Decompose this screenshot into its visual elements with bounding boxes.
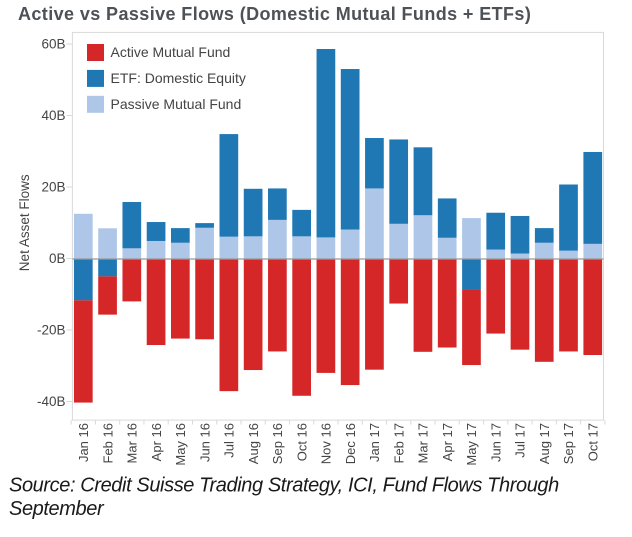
svg-text:Sep 17: Sep 17 (561, 423, 576, 464)
svg-text:May 16: May 16 (173, 423, 188, 466)
svg-text:Jun 17: Jun 17 (488, 423, 503, 462)
svg-text:Nov 16: Nov 16 (319, 423, 334, 464)
svg-text:Apr 16: Apr 16 (149, 423, 164, 461)
svg-text:Oct 16: Oct 16 (294, 423, 309, 461)
svg-text:Apr 17: Apr 17 (440, 423, 455, 461)
svg-text:Active vs Passive Flows (Domes: Active vs Passive Flows (Domestic Mutual… (18, 4, 531, 24)
svg-text:Jan 17: Jan 17 (367, 423, 382, 462)
svg-text:ETF: Domestic Equity: ETF: Domestic Equity (111, 70, 246, 86)
svg-text:Feb 17: Feb 17 (391, 423, 406, 463)
svg-text:Feb 16: Feb 16 (100, 423, 115, 463)
svg-text:Sep 16: Sep 16 (270, 423, 285, 464)
svg-text:Jun 16: Jun 16 (197, 423, 212, 462)
svg-text:-40B: -40B (37, 394, 66, 409)
svg-text:40B: 40B (41, 108, 65, 123)
svg-text:Net Asset Flows: Net Asset Flows (17, 174, 32, 271)
svg-text:May 17: May 17 (464, 423, 479, 466)
svg-text:-20B: -20B (37, 323, 66, 338)
svg-text:Jan 16: Jan 16 (76, 423, 91, 462)
svg-text:Passive Mutual Fund: Passive Mutual Fund (111, 96, 242, 112)
svg-text:Active Mutual Fund: Active Mutual Fund (111, 44, 231, 60)
svg-text:Mar 17: Mar 17 (416, 423, 431, 463)
svg-text:Mar 16: Mar 16 (125, 423, 140, 463)
svg-text:Aug 17: Aug 17 (537, 423, 552, 464)
svg-text:60B: 60B (41, 37, 65, 52)
svg-text:Oct 17: Oct 17 (585, 423, 600, 461)
svg-text:Jul 17: Jul 17 (513, 423, 528, 458)
svg-text:September: September (9, 498, 105, 520)
svg-text:Dec 16: Dec 16 (343, 423, 358, 464)
svg-text:Jul 16: Jul 16 (222, 423, 237, 458)
svg-text:Source: Credit Suisse Trading: Source: Credit Suisse Trading Strategy, … (9, 474, 559, 496)
svg-text:Aug 16: Aug 16 (246, 423, 261, 464)
svg-text:20B: 20B (41, 180, 65, 195)
svg-text:0B: 0B (49, 251, 66, 266)
